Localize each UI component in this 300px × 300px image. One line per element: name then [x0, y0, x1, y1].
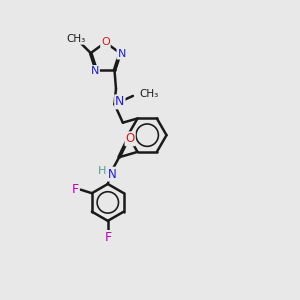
Text: CH₃: CH₃: [66, 34, 85, 44]
Text: CH₃: CH₃: [140, 89, 159, 99]
Text: N: N: [115, 95, 124, 108]
Text: N: N: [117, 49, 126, 59]
Text: N: N: [108, 168, 117, 181]
Text: H: H: [98, 166, 107, 176]
Text: O: O: [125, 132, 135, 145]
Text: F: F: [104, 231, 111, 244]
Text: N: N: [91, 66, 99, 76]
Text: O: O: [101, 38, 110, 47]
Text: F: F: [72, 182, 79, 196]
